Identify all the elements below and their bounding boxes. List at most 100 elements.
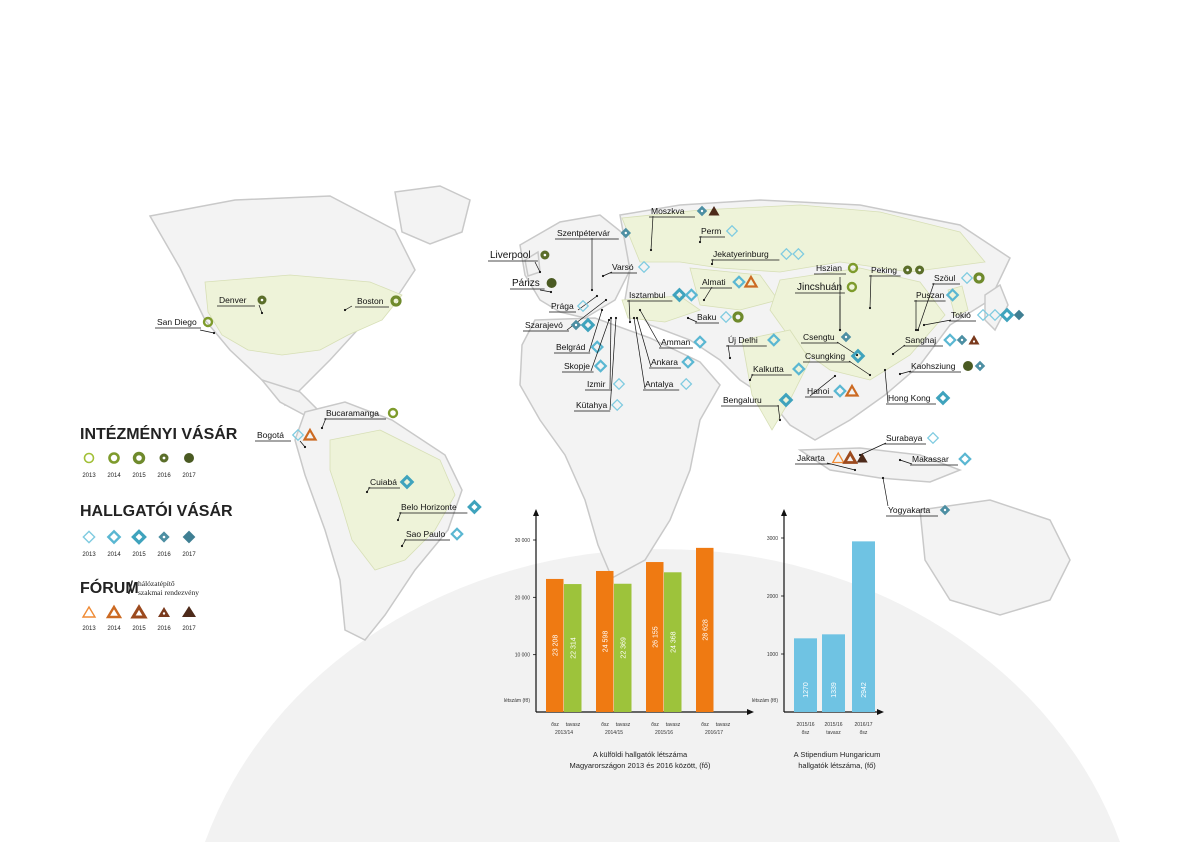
triangle-2013-icon [81,605,97,618]
bar-value-label: 1339 [831,682,838,698]
city-label: Kalkutta [753,364,784,374]
city-denver: Denver [217,295,267,315]
city-surabaya: Surabaya [858,431,940,457]
city-label: Új Delhi [728,335,758,345]
year-label: 2014 [107,552,121,558]
category-label: 2014/15 [605,730,623,736]
season-label: ősz [802,730,810,736]
category-label: 2015/16 [655,730,673,736]
city-label: Perm [701,226,721,236]
city-label: Szöul [934,273,955,283]
triangle-2014-icon [105,604,123,619]
circle-2017-icon [184,453,194,463]
diamond-marker-icon [450,527,464,541]
diamond-marker-icon [780,247,793,261]
circle-marker-icon [546,278,557,288]
city-label: Cuiabá [370,477,397,487]
diamond-marker-icon [611,398,624,412]
year-label: 2013 [82,473,96,479]
city-label: Belo Horizonte [401,502,457,512]
diamond-marker-icon [612,377,626,391]
triangle-2015-icon [130,604,148,619]
city-antalya: Antalya [632,316,693,391]
city-bengaluru: Bengaluru [721,392,794,422]
city-cuiabá: Cuiabá [365,474,415,494]
triangle-marker-icon [831,451,845,464]
chart-subtitle: Magyarországon 2013 és 2016 között, (fő) [570,761,711,770]
chart-subtitle: hallgatók létszáma, (fő) [798,761,876,770]
year-labels: 2013 2014 2015 2016 2017 [82,473,196,479]
year-labels: 2013 2014 2015 2016 2017 [82,626,196,632]
triangle-2017-icon [182,606,196,617]
bar-value-label: 1270 [803,682,810,698]
city-label: San Diego [157,317,197,327]
city-puszan: Puszan [914,288,960,332]
city-bucaramanga: Bucaramanga [320,407,399,430]
city-label: Izmir [587,379,606,389]
diamond-marker-icon [960,271,974,285]
city-jekatyerinburg: Jekatyerinburg [710,247,805,266]
city-baku: Baku [686,310,744,324]
city-sao-paulo: Sao Paulo [400,527,464,548]
kazakhstan-highlight [689,267,779,311]
year-label: 2014 [107,473,121,479]
year-label: 2013 [82,552,96,558]
year-label: 2015 [132,626,146,632]
bar [822,634,845,712]
triangle-marker-icon [844,383,860,397]
diamond-marker-icon [467,499,482,515]
city-párizs: Párizs [510,278,557,294]
city-sanghaj: Sanghaj [891,333,980,356]
diamond-marker-icon [958,452,972,466]
y-tick-label: 30 000 [515,538,531,544]
greenland [394,185,471,245]
circle-marker-icon [540,250,550,260]
city-label: Jekatyerinburg [713,249,769,259]
triangle-2016-dot-icon [162,612,166,615]
diamond-symbols [82,529,196,545]
diamond-marker-icon [792,362,806,376]
bar [614,583,632,712]
bar [794,638,817,712]
city-label: Tokió [951,310,971,320]
city-hanoi: Hanoi [805,374,860,398]
diamond-marker-icon [778,392,794,408]
city-label: Sanghaj [905,335,936,345]
diamond-marker-icon [833,384,847,398]
city-almati: Almati [700,274,759,302]
city-label: Kaohsziung [911,361,956,371]
season-label: tavasz [566,722,581,728]
diamond-marker-icon [943,333,957,347]
circle-2014-icon [108,452,120,464]
year-labels: 2013 2014 2015 2016 2017 [82,552,196,558]
diamond-marker-icon [684,288,699,302]
city-markers: San Diego Denver Boston Bucaramanga Bogotá Cu… [155,205,1025,548]
circle-2015-icon [132,451,146,465]
city-san-diego: San Diego [155,316,216,335]
year-label: 2015 [132,473,146,479]
europe [519,214,631,319]
city-szarajevó: Szarajevó [523,298,608,333]
city-label: Varsó [612,262,634,272]
year-label: 2017 [182,473,196,479]
city-jincshuán: Jincshuán [795,281,858,332]
legend-intezmenyi: INTÉZMÉNYI VÁSÁR 2013 2014 2015 2016 201… [80,424,238,479]
diamond-marker-icon [767,333,781,347]
city-label: Almati [702,277,726,287]
category-label: 2015/16 [796,722,814,728]
diamond-marker-icon [725,224,739,238]
bar-value-label: 28 628 [703,619,710,641]
diamond-marker-icon [590,340,604,354]
city-varsó: Varsó [601,260,651,278]
circle-2016-dot-icon [162,456,166,460]
japan [984,283,1009,332]
city-label: Baku [697,312,717,322]
legend-title: FÓRUM [80,578,139,597]
legend-subtitle-1: hálózatépítő [138,579,175,588]
city-label: Boston [357,296,384,306]
africa [519,317,721,580]
city-label: Szarajevó [525,320,563,330]
bar-value-label: 23 208 [553,635,560,657]
circle-marker-icon [390,295,402,307]
circle-marker-icon [847,262,859,274]
